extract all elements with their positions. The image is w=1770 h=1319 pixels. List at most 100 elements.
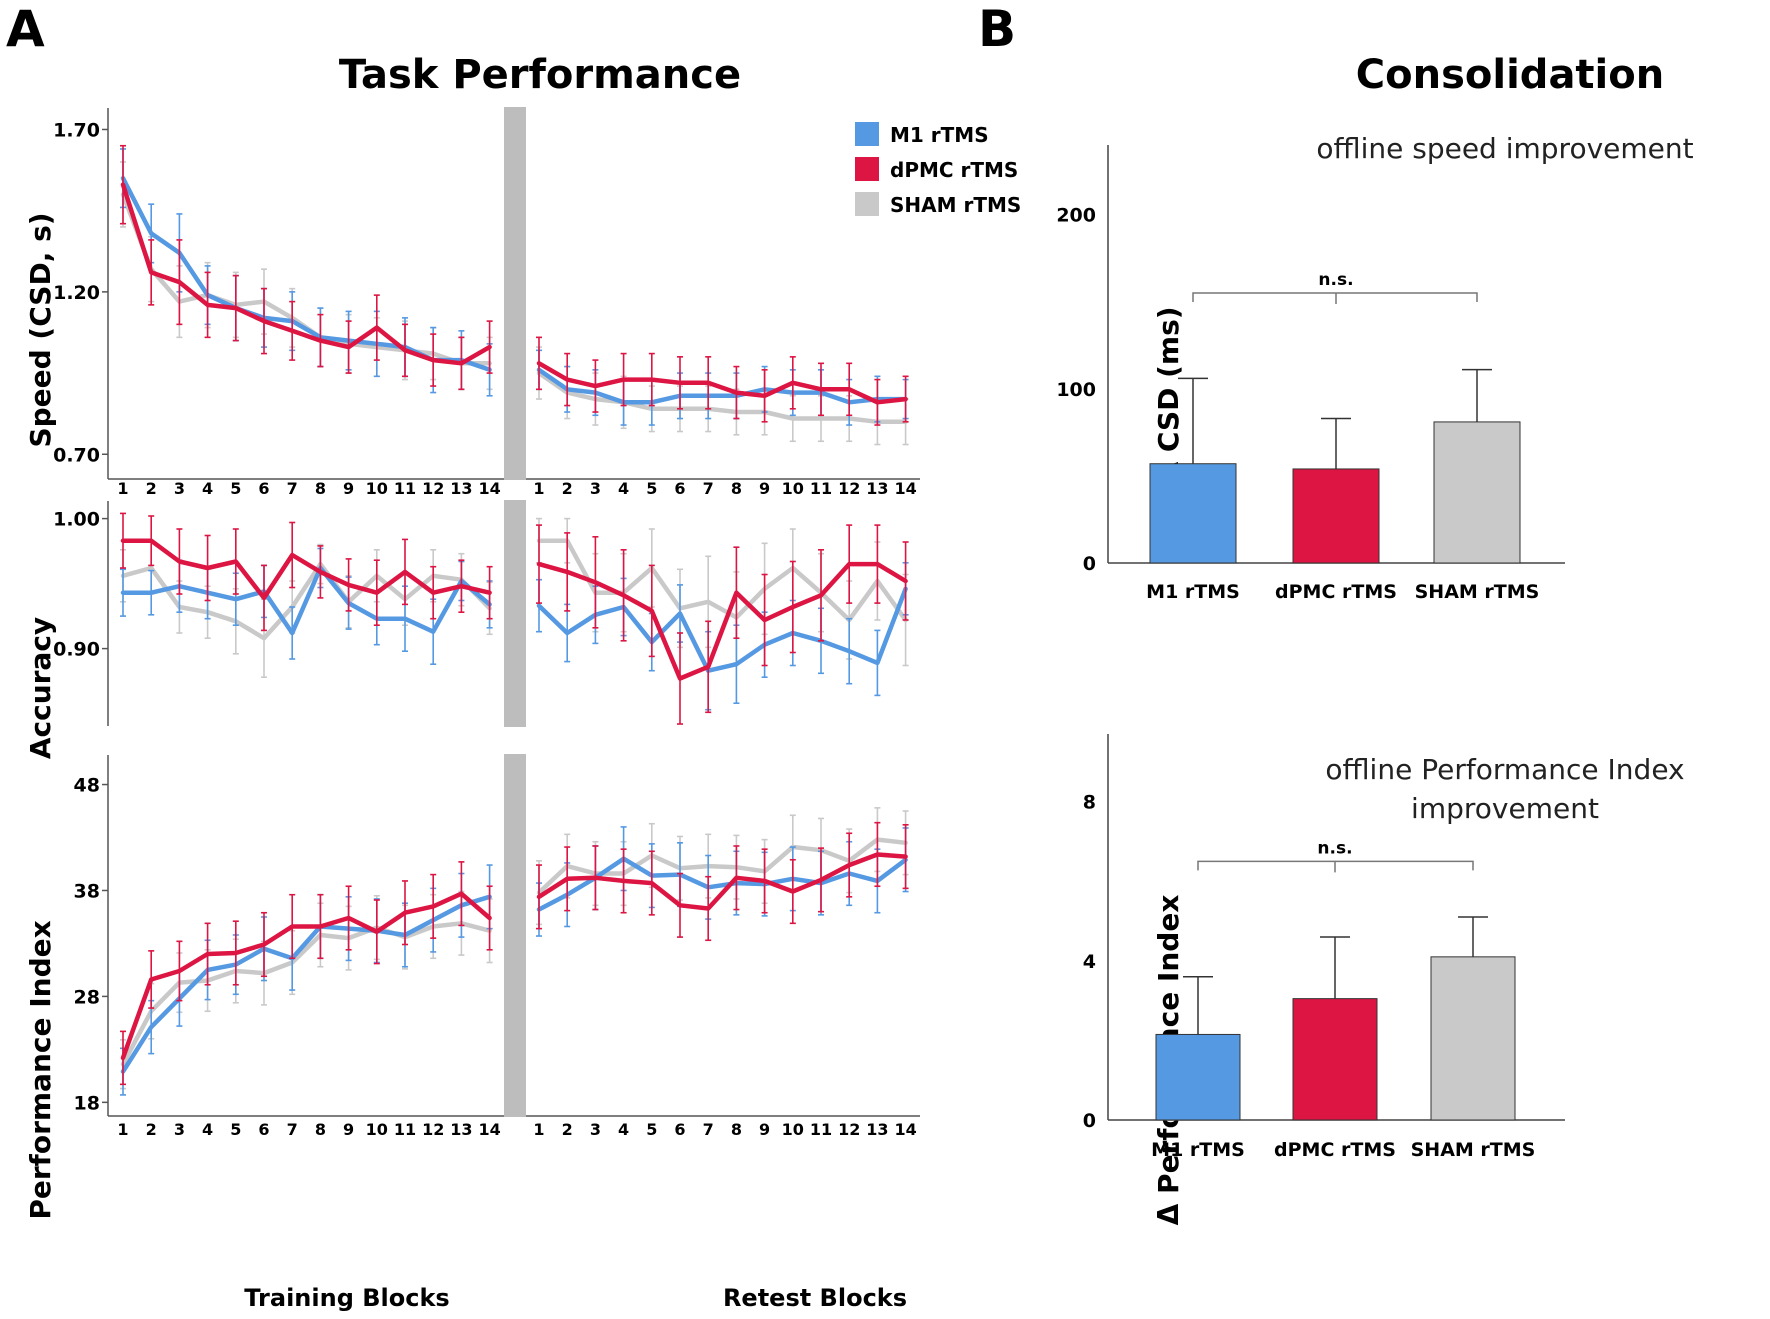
- legend-label-sham: SHAM rTMS: [890, 193, 1021, 217]
- performance_index-retest-xtick: 12: [838, 1120, 860, 1139]
- accuracy-sham-training-line: [120, 561, 492, 641]
- speed-training-xtick: 1: [117, 479, 128, 498]
- offline_pi-bar-dpmc: [1292, 998, 1378, 1121]
- performance_index-retest-xtick: 10: [782, 1120, 804, 1139]
- speed-retest-xtick: 12: [838, 479, 860, 498]
- offline_speed-category-label: dPMC rTMS: [1275, 581, 1397, 603]
- offline_speed-category-label: M1 rTMS: [1146, 581, 1240, 603]
- performance_index-retest-xtick: 6: [674, 1120, 685, 1139]
- retest-blocks-caption: Retest Blocks: [723, 1284, 907, 1312]
- performance_index-retest-xtick: 3: [590, 1120, 601, 1139]
- performance_index-retest-xtick: 11: [810, 1120, 832, 1139]
- performance_index-training-xtick: 8: [315, 1120, 326, 1139]
- speed-sham-retest-line: [536, 370, 908, 425]
- offline_pi-ytick-label: 8: [1083, 792, 1096, 814]
- speed-dpmc-training-line: [120, 182, 492, 366]
- offline-pi-title-line1: offline Performance Index: [1325, 753, 1684, 786]
- speed-retest-xtick: 2: [562, 479, 573, 498]
- panel-a-title: Task Performance: [339, 52, 741, 98]
- performance_index-ytick-label: 48: [74, 775, 100, 797]
- speed-training-xtick: 11: [394, 479, 416, 498]
- speed-training-xtick: 4: [202, 479, 213, 498]
- performance_index-training-xtick: 2: [146, 1120, 157, 1139]
- offline_pi-ytick-label: 0: [1083, 1110, 1096, 1132]
- speed-training-xtick: 3: [174, 479, 185, 498]
- accuracy-series-dpmc: [120, 512, 909, 725]
- offline-speed-title: offline speed improvement: [1316, 132, 1693, 165]
- performance_index-training-xtick: 9: [343, 1120, 354, 1139]
- offline_speed-ytick-label: 0: [1083, 553, 1096, 575]
- offline-speed-ylabel: Δ CSD (ms): [1152, 306, 1185, 483]
- offline_pi-bar-m1: [1155, 1033, 1241, 1121]
- performance_index-ytick-label: 38: [74, 880, 100, 902]
- accuracy-ylabel: Accuracy: [24, 617, 57, 759]
- accuracy-break-bar: [504, 500, 526, 727]
- accuracy-ytick-label: 0.90: [53, 639, 100, 661]
- speed-m1-training-line: [120, 175, 492, 373]
- speed-m1-retest-line: [536, 367, 908, 405]
- performance_index-retest-xtick: 9: [759, 1120, 770, 1139]
- offline_speed-bracket-line: [1192, 292, 1478, 305]
- offline_speed-ns-label: n.s.: [1318, 270, 1353, 290]
- panel-b-title: Consolidation: [1356, 52, 1664, 98]
- speed-break-bar: [504, 107, 526, 480]
- offline_speed-bar-dpmc: [1292, 468, 1380, 564]
- performance_index-training-xtick: 3: [174, 1120, 185, 1139]
- accuracy-m1-training-line: [120, 565, 492, 636]
- performance_index-training-xtick: 6: [258, 1120, 269, 1139]
- accuracy-dpmc-training-line: [120, 538, 492, 601]
- speed-retest-xtick: 3: [590, 479, 601, 498]
- performance_index-training-xtick: 1: [117, 1120, 128, 1139]
- offline_speed-bar-m1: [1149, 463, 1237, 564]
- accuracy-ytick-label: 1.00: [53, 509, 100, 531]
- accuracy-dpmc-retest-line: [536, 561, 908, 681]
- speed-retest-xtick: 11: [810, 479, 832, 498]
- speed-retest-xtick: 8: [731, 479, 742, 498]
- speed-retest-xtick: 13: [866, 479, 888, 498]
- speed-retest-xtick: 6: [674, 479, 685, 498]
- accuracy-m1-retest-line: [536, 586, 908, 673]
- performance_index-training-xtick: 11: [394, 1120, 416, 1139]
- offline_speed-bar-sham: [1433, 421, 1521, 564]
- performance_index-training-xtick: 13: [450, 1120, 472, 1139]
- offline_pi-ns-label: n.s.: [1317, 838, 1352, 858]
- speed-retest-xtick: 10: [782, 479, 804, 498]
- performance_index-training-xtick: 4: [202, 1120, 213, 1139]
- performance_index-retest-xtick: 7: [703, 1120, 714, 1139]
- performance_index-m1-retest-line: [536, 856, 908, 912]
- offline_speed-ytick-label: 100: [1056, 379, 1096, 401]
- offline_pi-bar-sham: [1430, 956, 1516, 1121]
- offline_pi-category-label: dPMC rTMS: [1274, 1139, 1396, 1161]
- performance_index-training-xtick: 5: [230, 1120, 241, 1139]
- performance_index-retest-xtick: 4: [618, 1120, 629, 1139]
- legend-swatch-dpmc: [855, 157, 879, 181]
- offline_pi-plot: 0 4 8 M1 rTMS dPMC rTMS SHAM rTMS n.s.: [1083, 734, 1565, 1161]
- pi-ylabel: Performance Index: [24, 920, 57, 1219]
- performance_index-break-bar: [504, 754, 526, 1117]
- legend-label-m1: M1 rTMS: [890, 123, 989, 147]
- offline_speed-plot: 0 100 200 M1 rTMS dPMC rTMS SHAM rTMS n.s.: [1056, 145, 1565, 603]
- performance_index-ytick-label: 28: [74, 986, 100, 1008]
- offline_pi-category-label: SHAM rTMS: [1411, 1139, 1536, 1161]
- performance_index-training-xtick: 14: [478, 1120, 500, 1139]
- speed-series-dpmc: [120, 144, 909, 426]
- offline_pi-category-label: M1 rTMS: [1151, 1139, 1245, 1161]
- speed-training-xtick: 8: [315, 479, 326, 498]
- speed-training-xtick: 13: [450, 479, 472, 498]
- offline_pi-significance-bracket: n.s.: [1197, 838, 1474, 873]
- legend-label-dpmc: dPMC rTMS: [890, 158, 1018, 182]
- speed-training-xtick: 10: [366, 479, 388, 498]
- speed-dpmc-retest-line: [536, 361, 908, 405]
- performance_index-retest-xtick: 8: [731, 1120, 742, 1139]
- panel-b-letter: B: [978, 0, 1016, 58]
- legend-swatch-m1: [855, 122, 879, 146]
- performance_index-sham-training-line: [120, 921, 492, 1067]
- panel-a-letter: A: [6, 0, 45, 58]
- performance_index-retest-xtick: 2: [562, 1120, 573, 1139]
- legend: M1 rTMS dPMC rTMS SHAM rTMS: [855, 122, 1021, 217]
- speed-training-xtick: 2: [146, 479, 157, 498]
- speed-plot: 0.701.201.701 2 3 4 5 6 7 8 9 10 11 12 13 14 1 2 3 4 5 6 7 8 9…: [53, 107, 920, 498]
- speed-training-xtick: 5: [230, 479, 241, 498]
- performance_index-training-xtick: 10: [366, 1120, 388, 1139]
